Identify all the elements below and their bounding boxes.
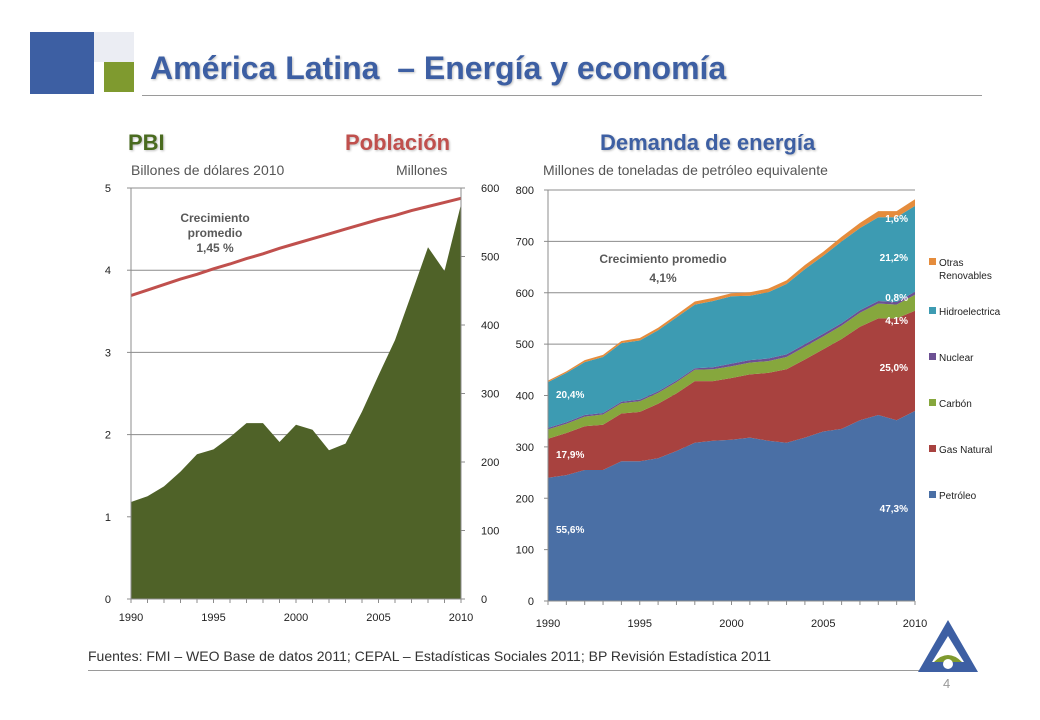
share-2010-carbon: 4,1%	[885, 316, 908, 327]
population-y-tick-label: 300	[481, 389, 499, 401]
gdp-x-tick-label: 2010	[449, 612, 473, 624]
population-header: Población	[345, 130, 451, 155]
energy-x-tick-label: 1995	[628, 618, 652, 630]
share-2010-nuclear: 0,8%	[885, 293, 908, 304]
share-2010-otras-renovables: 1,6%	[885, 214, 908, 225]
energy-series-nuclear	[548, 291, 915, 430]
energy-y-tick-label: 200	[516, 493, 534, 505]
energy-growth-annotation: Crecimiento promedio	[599, 252, 726, 266]
gdp-y-tick-label: 5	[105, 183, 111, 195]
share-1990-petroleo: 55,6%	[556, 525, 584, 536]
energy-y-tick-label: 800	[516, 185, 534, 197]
energy-series-gas-natural	[548, 310, 915, 478]
energy-series-carbon	[548, 294, 915, 439]
population-y-tick-label: 100	[481, 526, 499, 538]
sources-rule	[88, 670, 928, 671]
population-y-tick-label: 200	[481, 457, 499, 469]
title-decoration-blue-square	[30, 32, 94, 94]
legend-label: Hidroelectrica	[939, 307, 1001, 318]
gdp-y-tick-label: 4	[105, 265, 111, 277]
energy-demand-header: Demanda de energía	[600, 130, 816, 155]
legend-label: Petróleo	[939, 491, 977, 502]
gdp-unit-label: Billones de dólares 2010	[131, 162, 285, 178]
legend-label: Otras	[939, 258, 963, 269]
legend-label: Nuclear	[939, 353, 974, 364]
legend-swatch	[929, 307, 936, 314]
gdp-population-chart: 0 1 2 3 4 5 0 100 200 300 400 500 600 1990 1995 2000 200…	[105, 183, 499, 624]
legend-label: Carbón	[939, 399, 972, 410]
title-decoration-green-square	[104, 62, 134, 92]
population-y-tick-label: 600	[481, 183, 499, 195]
energy-series-petroleo	[548, 410, 915, 601]
gdp-y-tick-label: 1	[105, 512, 111, 524]
gdp-x-tick-label: 1990	[119, 612, 143, 624]
legend-swatch	[929, 258, 936, 265]
population-unit-label: Millones	[396, 162, 448, 178]
share-1990-gas-natural: 17,9%	[556, 450, 584, 461]
population-y-tick-label: 500	[481, 252, 499, 264]
gdp-growth-annotation: 1,45 %	[196, 241, 234, 255]
energy-x-tick-label: 2005	[811, 618, 835, 630]
gdp-y-tick-label: 3	[105, 347, 111, 359]
population-y-tick-label: 0	[481, 594, 487, 606]
energy-growth-value: 4,1%	[649, 271, 677, 285]
energy-y-tick-label: 100	[516, 545, 534, 557]
title-underline	[142, 95, 982, 96]
gdp-x-tick-label: 2000	[284, 612, 308, 624]
slide-title: América Latina – Energía y economía	[150, 50, 727, 86]
legend-label: Gas Natural	[939, 445, 992, 456]
share-2010-petroleo: 47,3%	[880, 504, 908, 515]
legend-swatch	[929, 353, 936, 360]
energy-y-tick-label: 400	[516, 391, 534, 403]
legend-label: Renovables	[939, 271, 992, 282]
gdp-growth-annotation: promedio	[188, 226, 243, 240]
energy-y-tick-label: 600	[516, 288, 534, 300]
population-y-tick-label: 400	[481, 320, 499, 332]
energy-y-tick-label: 0	[528, 596, 534, 608]
sources-note: Fuentes: FMI – WEO Base de datos 2011; C…	[88, 648, 771, 664]
legend-swatch	[929, 491, 936, 498]
energy-series-hidroelectrica	[548, 205, 915, 428]
title-decoration-light-square	[94, 32, 134, 62]
energy-demand-chart: 0 100 200 300 400 500 600 700 800 1990 1995 2000 200…	[516, 185, 1001, 630]
gdp-growth-annotation: Crecimiento	[180, 211, 249, 225]
share-2010-gas-natural: 25,0%	[880, 363, 908, 374]
energy-y-tick-label: 500	[516, 339, 534, 351]
share-2010-hidroelectrica: 21,2%	[880, 253, 908, 264]
gdp-x-tick-label: 2005	[366, 612, 390, 624]
gdp-y-tick-label: 0	[105, 594, 111, 606]
share-1990-hidroelectrica: 20,4%	[556, 390, 584, 401]
page-number: 4	[943, 676, 951, 691]
legend-swatch	[929, 399, 936, 406]
legend-swatch	[929, 445, 936, 452]
energy-unit-label: Millones de toneladas de petróleo equiva…	[543, 162, 828, 178]
gdp-y-tick-label: 2	[105, 430, 111, 442]
energy-x-tick-label: 1990	[536, 618, 560, 630]
energy-x-tick-label: 2010	[903, 618, 927, 630]
gdp-x-tick-label: 1995	[201, 612, 225, 624]
population-line-series	[130, 196, 462, 297]
gdp-area-series	[131, 204, 461, 599]
gdp-header: PBI	[128, 130, 165, 155]
energy-y-tick-label: 300	[516, 442, 534, 454]
energy-y-tick-label: 700	[516, 236, 534, 248]
energy-x-tick-label: 2000	[719, 618, 743, 630]
